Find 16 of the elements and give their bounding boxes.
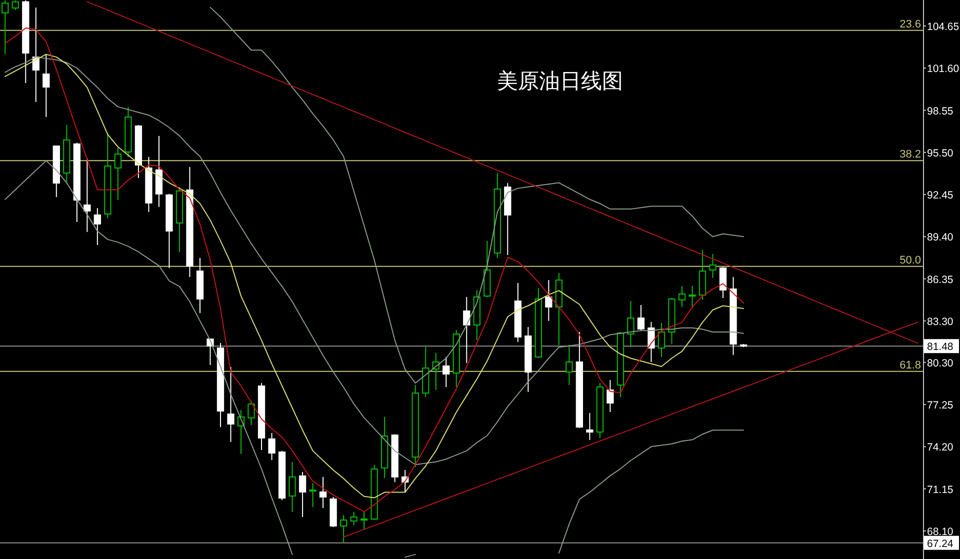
y-tick-label: 95.50 xyxy=(927,147,954,160)
y-tick-label: 74.20 xyxy=(927,442,954,454)
y-tick-label: 83.30 xyxy=(927,316,954,328)
y-tick-label: 104.65 xyxy=(927,20,960,33)
y-tick-label: 86.35 xyxy=(927,274,954,286)
y-tick-label: 89.40 xyxy=(927,232,954,244)
y-tick-label: 101.60 xyxy=(927,63,960,76)
y-tick-label: 98.55 xyxy=(927,105,954,118)
title: 美原油日线图 xyxy=(497,69,623,93)
ref-line-label: 81.48 xyxy=(927,341,954,354)
y-tick-label: 80.30 xyxy=(927,357,954,370)
y-tick-label: 71.15 xyxy=(927,484,954,496)
y-tick-label: 68.10 xyxy=(927,526,954,538)
y-tick-label: 77.25 xyxy=(927,400,954,412)
ref-line-label: 67.24 xyxy=(927,538,954,550)
y-tick-label: 92.45 xyxy=(927,190,954,202)
